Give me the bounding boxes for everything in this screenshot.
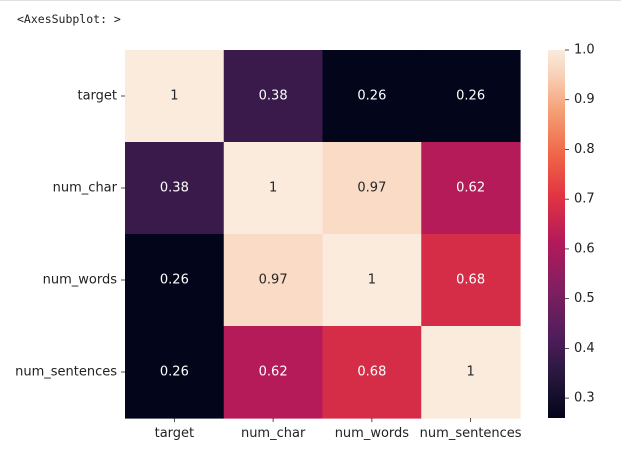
heatmap-cell — [421, 326, 521, 419]
heatmap-cell — [223, 326, 324, 419]
heatmap-cells — [125, 50, 521, 419]
colorbar-tick-label: 0.7 — [574, 192, 595, 207]
heatmap-cell — [421, 50, 521, 143]
colorbar-tick-label: 0.8 — [574, 142, 595, 157]
heatmap-cell — [125, 326, 225, 419]
heatmap-cell — [125, 50, 225, 143]
cell-annotation: 0.68 — [357, 365, 386, 380]
cell-output-divider — [0, 0, 621, 1]
colorbar-tick-label: 0.5 — [574, 291, 595, 306]
cell-annotation: 0.26 — [456, 89, 485, 104]
colorbar-tick-label: 0.4 — [574, 341, 595, 356]
y-tick-label: target — [77, 89, 117, 104]
colorbar-tick-label: 1.0 — [574, 43, 595, 58]
colorbar-tick-label: 0.9 — [574, 92, 595, 107]
cell-annotation: 0.97 — [259, 273, 288, 288]
output-repr-text: <AxesSubplot: > — [17, 12, 121, 26]
cell-annotation: 1 — [170, 89, 178, 104]
x-tick-label: num_words — [335, 426, 410, 441]
cell-annotation: 1 — [466, 365, 474, 380]
colorbar-tick-label: 0.3 — [574, 391, 595, 406]
cell-annotation: 0.97 — [357, 181, 386, 196]
heatmap-cell — [223, 234, 324, 327]
cell-annotation: 0.38 — [259, 89, 288, 104]
y-tick-label: num_sentences — [15, 365, 117, 380]
cell-annotation: 1 — [368, 273, 376, 288]
heatmap-cell — [421, 234, 521, 327]
cell-annotation: 1 — [269, 181, 277, 196]
y-tick-label: num_words — [43, 273, 118, 288]
heatmap-cell — [125, 142, 225, 235]
heatmap-cell — [421, 142, 521, 235]
y-tick-labels: target num_char num_words num_sentences — [15, 89, 125, 380]
heatmap-cell — [223, 50, 324, 143]
colorbar — [548, 50, 565, 418]
cell-annotation: 0.26 — [160, 273, 189, 288]
heatmap-cell — [322, 142, 422, 235]
cell-annotation: 0.68 — [456, 273, 485, 288]
cell-annotation: 0.62 — [259, 365, 288, 380]
heatmap-cell — [322, 234, 422, 327]
heatmap-cell — [322, 326, 422, 419]
colorbar-ticks: 1.0 0.9 0.8 0.7 0.6 0.5 0.4 0.3 — [565, 43, 595, 406]
x-tick-label: target — [155, 426, 195, 441]
heatmap-annotations: 1 0.38 0.26 0.26 0.38 1 0.97 0.62 0.26 0.97 1 0.68 0… — [160, 89, 485, 380]
heatmap-cell — [223, 142, 324, 235]
heatmap-cell — [322, 50, 422, 143]
x-tick-label: num_char — [241, 426, 306, 441]
cell-annotation: 0.38 — [160, 181, 189, 196]
x-tick-labels: target num_char num_words num_sentences — [155, 418, 522, 441]
heatmap-cell — [125, 234, 225, 327]
cell-annotation: 0.26 — [160, 365, 189, 380]
colorbar-tick-label: 0.6 — [574, 241, 595, 256]
cell-annotation: 0.26 — [357, 89, 386, 104]
y-tick-label: num_char — [53, 181, 118, 196]
x-tick-label: num_sentences — [420, 426, 522, 441]
cell-annotation: 0.62 — [456, 181, 485, 196]
